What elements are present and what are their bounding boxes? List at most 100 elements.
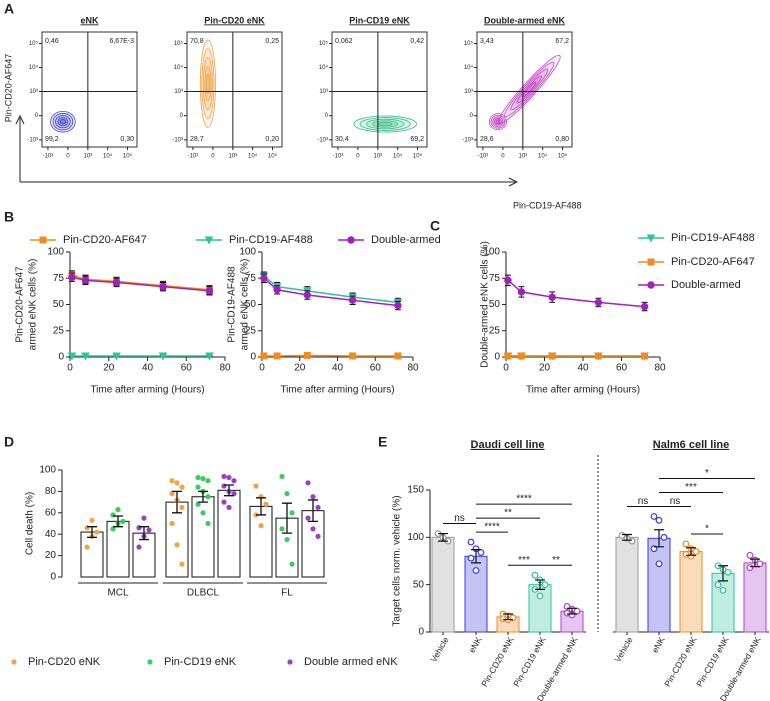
x-axis-label: Time after arming (Hours)	[280, 385, 394, 396]
bar	[615, 536, 639, 633]
bar	[679, 551, 703, 633]
significance-label: ***	[685, 482, 697, 493]
y-axis-label: armed eNK cells (%)	[28, 259, 39, 351]
series-line	[507, 279, 645, 308]
x-tick-label: 60	[616, 363, 628, 374]
x-tick-label: 10⁴	[393, 153, 403, 160]
error-bar	[503, 613, 513, 621]
legend-marker	[347, 236, 355, 244]
data-point	[169, 520, 175, 527]
series-line	[71, 274, 210, 291]
marker	[517, 288, 526, 296]
plot-title: Double-armed eNK	[484, 15, 566, 25]
panel-letter: C	[430, 218, 440, 234]
data-point	[226, 474, 232, 481]
marker	[81, 352, 90, 361]
y-tick-label: 20	[45, 550, 57, 561]
bar	[647, 537, 671, 633]
contour	[353, 115, 417, 133]
data-point	[472, 567, 480, 574]
error-bar	[750, 558, 760, 568]
legend-marker	[39, 236, 47, 244]
significance-label: ns	[670, 496, 681, 507]
legend-label: Pin-CD20 eNK	[28, 656, 101, 668]
plot-title: Pin-CD19 eNK	[349, 15, 410, 25]
y-tick-label: -10³	[462, 137, 473, 143]
data-point	[179, 484, 185, 490]
legend-label: Pin-CD20-AF647	[63, 234, 147, 246]
y-axis-label: Pin-CD20-AF647	[15, 266, 26, 343]
data-point	[120, 518, 126, 524]
data-point	[195, 474, 201, 481]
error-bar	[172, 490, 182, 514]
x-tick-label: 80	[219, 363, 231, 374]
y-tick-label: 0	[325, 113, 329, 119]
marker	[68, 273, 76, 281]
data-point	[284, 490, 290, 497]
y-axis-label: Double-armed eNK cells (%)	[480, 241, 491, 368]
quadrant-value: 3,43	[480, 38, 494, 45]
contour	[495, 119, 501, 124]
x-tick-label: 10⁴	[538, 153, 548, 160]
y-tick-label: 100	[39, 465, 56, 476]
x-tick-label: 10⁵	[558, 153, 568, 160]
x-tick-label: Pin-CD20 eNK	[662, 635, 699, 689]
x-tick-label: 10⁵	[123, 153, 133, 160]
y-axis-label: Pin-CD20-AF647	[3, 54, 13, 123]
legend-label: Pin-CD19-AF488	[229, 234, 313, 246]
data-point	[115, 506, 121, 513]
y-tick-label: 10⁴	[464, 64, 474, 71]
data-point	[746, 564, 754, 572]
y-tick-label: 50	[245, 299, 257, 310]
contour	[372, 120, 399, 128]
contour	[205, 73, 210, 94]
x-tick-label: eNK	[467, 635, 484, 655]
y-tick-label: -10³	[317, 137, 328, 143]
marker	[548, 352, 556, 360]
error-bar	[198, 490, 208, 503]
data-point	[536, 592, 544, 600]
error-bar	[622, 533, 632, 541]
significance-label: **	[552, 555, 560, 566]
group-title: Daudi cell line	[471, 439, 545, 451]
plot-frame	[331, 31, 428, 148]
contour	[199, 39, 216, 128]
x-tick-label: -10³	[188, 154, 199, 160]
data-point	[655, 516, 663, 524]
data-point	[200, 510, 206, 516]
error-bar	[113, 515, 123, 528]
error-bar	[567, 607, 577, 615]
marker	[641, 352, 649, 360]
legend-label: Pin-CD20-AF647	[671, 256, 755, 268]
data-point	[253, 483, 259, 489]
error-bar	[654, 529, 664, 548]
data-point	[289, 561, 295, 567]
y-tick-label: 75	[53, 273, 65, 284]
marker	[349, 352, 357, 360]
y-axis-label: Pin-CD19-AF488	[227, 266, 238, 343]
error-bar	[535, 579, 545, 590]
marker	[112, 352, 121, 361]
quadrant-value: 0,46	[45, 38, 59, 45]
panel-letter: B	[4, 209, 14, 225]
x-tick-label: 40	[142, 363, 154, 374]
marker	[303, 351, 311, 359]
significance-label: *	[705, 524, 709, 535]
x-tick-label: 20	[103, 363, 115, 374]
x-tick-label: Vehicle	[612, 635, 635, 664]
legend-label: Double-armed	[371, 234, 441, 246]
data-point	[305, 515, 311, 521]
x-tick-label: 0	[66, 154, 70, 160]
x-tick-label: -10³	[43, 154, 54, 160]
y-tick-label: 10⁵	[464, 40, 474, 47]
marker	[394, 301, 402, 310]
quadrant-value: 70,8	[190, 38, 204, 45]
data-point	[169, 490, 175, 497]
marker	[594, 298, 603, 307]
marker	[260, 274, 268, 282]
data-point	[169, 478, 175, 484]
significance-label: ***	[518, 555, 530, 566]
marker	[640, 302, 649, 311]
legend-marker	[204, 236, 214, 245]
